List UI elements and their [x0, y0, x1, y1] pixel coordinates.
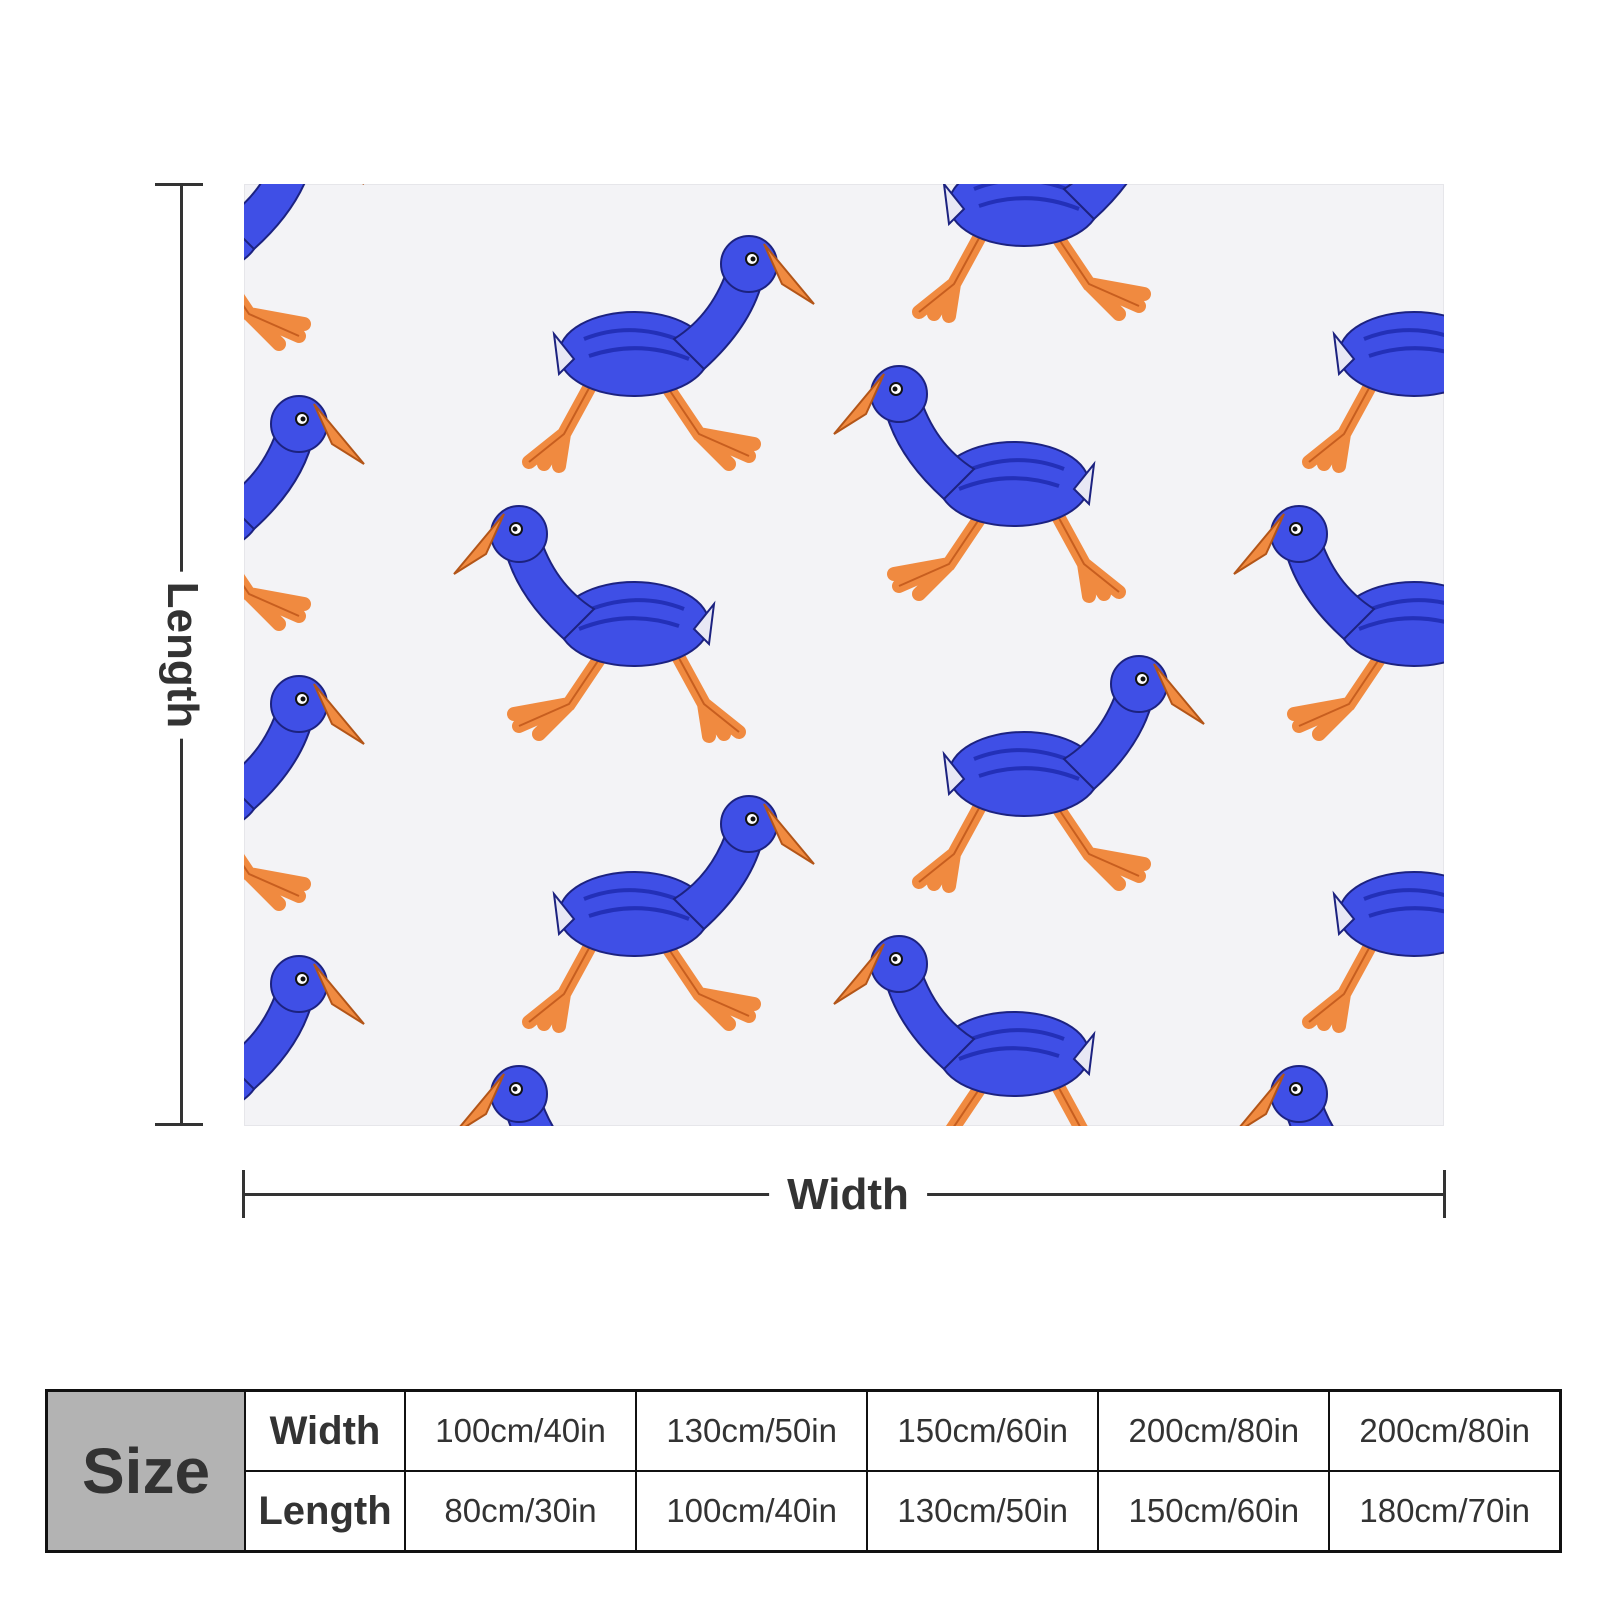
width-value: 150cm/60in — [866, 1389, 1100, 1472]
length-value: 180cm/70in — [1328, 1470, 1562, 1553]
width-value: 200cm/80in — [1097, 1389, 1331, 1472]
table-row: Length 80cm/30in 100cm/40in 130cm/50in 1… — [47, 1470, 1562, 1553]
width-cap-left — [242, 1170, 245, 1218]
width-label: Width — [769, 1173, 927, 1217]
table-row: Size Width 100cm/40in 130cm/50in 150cm/6… — [45, 1389, 1562, 1553]
length-value: 130cm/50in — [866, 1470, 1100, 1553]
length-value: 80cm/30in — [403, 1470, 638, 1553]
width-cap-right — [1443, 1170, 1446, 1218]
length-value: 100cm/40in — [635, 1470, 869, 1553]
size-header: Size — [45, 1389, 246, 1553]
width-value: 200cm/80in — [1328, 1389, 1562, 1472]
size-table: Size Width 100cm/40in 130cm/50in 150cm/6… — [45, 1389, 1562, 1553]
length-cap-bottom — [155, 1123, 203, 1126]
width-row-label: Width — [244, 1389, 406, 1472]
width-value: 130cm/50in — [635, 1389, 869, 1472]
length-cap-top — [155, 183, 203, 186]
width-value: 100cm/40in — [403, 1389, 638, 1472]
bird-pattern — [244, 184, 1444, 1126]
length-row-label: Length — [244, 1470, 406, 1553]
blanket-preview — [244, 184, 1444, 1126]
length-value: 150cm/60in — [1097, 1470, 1331, 1553]
length-label: Length — [158, 571, 207, 739]
